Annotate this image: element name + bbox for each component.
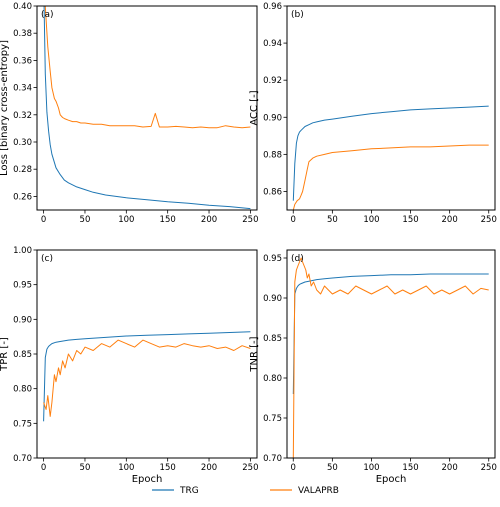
x-axis-label: Epoch [132, 474, 163, 485]
y-tick-label: 0.26 [13, 192, 32, 202]
series-group [43, 331, 251, 422]
y-tick-label: 0.70 [263, 454, 282, 464]
chart-panel-3: 0 50 100 150 200 250 0.70 0.75 0.80 0.85 0.90 0.95 1… [0, 246, 259, 485]
x-tick-label: 150 [160, 215, 176, 225]
series-line-trg [292, 273, 489, 395]
x-tick-label: 0 [291, 463, 296, 473]
legend: TRG VALAPRB [152, 486, 339, 496]
x-tick-label: 0 [41, 215, 46, 225]
y-tick-label: 0.80 [13, 385, 32, 395]
y-tick-label: 0.88 [263, 150, 282, 160]
y-tick-label: 0.38 [13, 29, 32, 39]
x-tick-label: 100 [363, 215, 379, 225]
y-tick-label: 0.75 [263, 414, 282, 424]
x-tick-label: 100 [363, 463, 379, 473]
series-line-valaprb [44, 6, 251, 129]
legend-label-trg: TRG [179, 486, 199, 496]
x-tick-label: 50 [327, 463, 338, 473]
y-tick-label: 0.90 [263, 113, 282, 123]
y-tick-label: 1.00 [13, 246, 32, 256]
y-tick-label: 0.95 [13, 281, 32, 291]
panel-label: (b) [291, 10, 304, 20]
y-tick-label: 0.34 [13, 84, 32, 94]
y-tick-label: 0.70 [13, 454, 32, 464]
x-tick-label: 150 [402, 463, 418, 473]
series-line-valaprb [292, 257, 489, 458]
x-tick-label: 250 [242, 215, 258, 225]
y-axis-label: ACC [-] [249, 90, 260, 125]
series-group [43, 6, 251, 210]
x-tick-label: 200 [442, 463, 458, 473]
chart-panel-1: 0 50 100 150 200 250 0.26 0.28 0.30 0.32 0.34 0.36 0… [0, 2, 259, 225]
y-tick-label: 0.85 [263, 334, 282, 344]
chart-panel-4: 0 50 100 150 200 250 0.70 0.75 0.80 0.85 0.90 0.95 (… [249, 249, 497, 485]
x-tick-label: 50 [327, 215, 338, 225]
y-tick-label: 0.36 [13, 56, 32, 66]
axes-frame [36, 249, 258, 459]
y-tick-label: 0.90 [13, 315, 32, 325]
axes-frame [36, 5, 258, 211]
y-tick-label: 0.40 [13, 2, 32, 12]
y-tick-label: 0.75 [13, 419, 32, 429]
y-tick-label: 0.30 [13, 138, 32, 148]
chart-panel-2: 0 50 100 150 200 250 0.86 0.88 0.90 0.92 0.94 0.96 (… [249, 2, 497, 225]
x-tick-label: 100 [118, 215, 134, 225]
x-tick-label: 0 [291, 215, 296, 225]
x-axis-label: Epoch [376, 474, 407, 485]
y-tick-label: 0.85 [13, 350, 32, 360]
y-tick-label: 0.96 [263, 2, 282, 12]
y-tick-label: 0.95 [263, 254, 282, 264]
x-tick-label: 250 [481, 215, 497, 225]
legend-label-valaprb: VALAPRB [298, 486, 339, 496]
y-tick-label: 0.32 [13, 111, 32, 121]
series-line-trg [43, 6, 251, 210]
y-tick-label: 0.94 [263, 39, 282, 49]
x-tick-label: 50 [80, 463, 91, 473]
series-line-valaprb [292, 144, 489, 210]
y-tick-label: 0.92 [263, 76, 282, 86]
x-tick-label: 200 [201, 463, 217, 473]
y-tick-label: 0.90 [263, 294, 282, 304]
panel-label: (c) [41, 254, 53, 264]
y-tick-label: 0.80 [263, 374, 282, 384]
x-tick-label: 200 [442, 215, 458, 225]
series-group [292, 105, 489, 210]
x-tick-label: 50 [80, 215, 91, 225]
y-axis-label: TPR [-] [0, 337, 10, 372]
x-tick-label: 0 [41, 463, 46, 473]
y-axis-label: TNR [-] [249, 336, 260, 372]
x-tick-label: 250 [481, 463, 497, 473]
series-line-trg [43, 331, 251, 422]
x-tick-label: 150 [160, 463, 176, 473]
y-tick-label: 0.86 [263, 187, 282, 197]
panel-label: (d) [291, 254, 304, 264]
panel-label: (a) [41, 10, 54, 20]
axes-frame [286, 249, 496, 459]
series-group [292, 257, 489, 458]
y-axis-label: Loss [binary cross-entropy] [0, 40, 10, 176]
series-line-valaprb [43, 339, 251, 417]
y-tick-label: 0.28 [13, 165, 32, 175]
x-tick-label: 100 [118, 463, 134, 473]
x-tick-label: 200 [201, 215, 217, 225]
axes-frame [286, 5, 496, 211]
series-line-trg [292, 105, 489, 201]
x-tick-label: 150 [402, 215, 418, 225]
x-tick-label: 250 [242, 463, 258, 473]
